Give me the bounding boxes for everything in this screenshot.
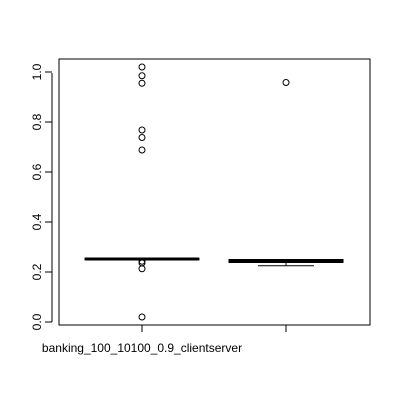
box-group — [84, 63, 200, 321]
y-tick-label: 0.4 — [30, 213, 44, 230]
outlier-point — [138, 313, 146, 321]
x-tick-label: banking_100_10100_0.9_clientserver — [42, 341, 242, 355]
outlier-point — [138, 265, 146, 273]
box-group — [228, 79, 344, 267]
y-axis-ticks: 0.0 0.2 0.4 0.6 0.8 1.0 — [30, 63, 52, 330]
outlier-point — [138, 126, 146, 134]
y-tick-label: 0.6 — [30, 163, 44, 180]
y-tick-label: 0.0 — [30, 313, 44, 330]
y-tick-label: 1.0 — [30, 63, 44, 80]
outlier-point — [138, 72, 146, 80]
outlier-point — [138, 134, 146, 141]
y-tick-label: 0.8 — [30, 113, 44, 130]
outlier-point — [138, 63, 146, 71]
outlier-point — [138, 146, 146, 154]
x-axis-ticks: banking_100_10100_0.9_clientserver — [42, 325, 287, 355]
box-series — [84, 63, 344, 321]
y-tick-label: 0.2 — [30, 263, 44, 280]
outlier-point — [282, 79, 290, 86]
plot-frame — [58, 58, 371, 326]
outlier-point — [138, 79, 146, 87]
